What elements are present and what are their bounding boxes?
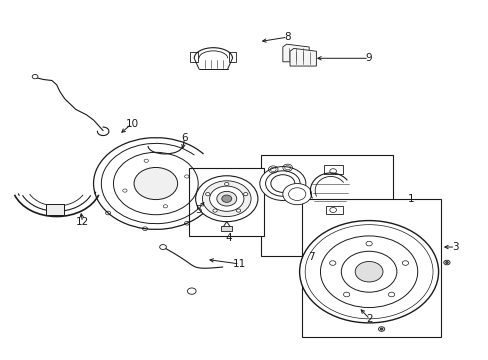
Text: 9: 9	[365, 53, 372, 63]
Circle shape	[187, 288, 196, 294]
Circle shape	[343, 292, 349, 297]
Text: 1: 1	[407, 194, 414, 204]
Circle shape	[282, 184, 311, 205]
Circle shape	[195, 176, 257, 222]
Bar	[323, 165, 342, 174]
Bar	[190, 52, 198, 62]
Text: 7: 7	[307, 252, 314, 262]
Bar	[302, 199, 440, 337]
Polygon shape	[289, 48, 316, 66]
Circle shape	[402, 261, 408, 265]
Bar	[228, 52, 236, 62]
Bar	[221, 225, 231, 231]
Circle shape	[212, 209, 217, 212]
Circle shape	[270, 175, 294, 192]
Bar	[325, 206, 342, 213]
Circle shape	[387, 292, 394, 297]
Circle shape	[160, 244, 166, 249]
Circle shape	[236, 209, 240, 212]
Text: 10: 10	[125, 118, 138, 129]
Text: 6: 6	[181, 133, 187, 143]
Circle shape	[445, 261, 447, 264]
Circle shape	[443, 260, 449, 265]
Polygon shape	[282, 44, 308, 62]
Circle shape	[299, 221, 438, 323]
Circle shape	[202, 181, 250, 217]
Circle shape	[259, 167, 305, 201]
Circle shape	[134, 167, 177, 199]
Text: 5: 5	[194, 205, 201, 215]
Text: 4: 4	[225, 233, 232, 243]
Text: 11: 11	[233, 259, 246, 269]
Text: 8: 8	[284, 32, 290, 42]
Circle shape	[329, 261, 335, 265]
Circle shape	[365, 241, 371, 246]
Circle shape	[222, 195, 231, 202]
Circle shape	[354, 261, 382, 282]
Bar	[189, 168, 263, 237]
Text: 12: 12	[76, 217, 89, 227]
Circle shape	[378, 327, 384, 331]
Bar	[46, 204, 64, 215]
Circle shape	[265, 171, 300, 196]
Bar	[261, 155, 392, 256]
Circle shape	[243, 193, 247, 196]
Circle shape	[380, 328, 382, 330]
Circle shape	[224, 183, 228, 186]
Circle shape	[209, 186, 244, 211]
Circle shape	[32, 75, 38, 79]
Circle shape	[205, 193, 209, 196]
Circle shape	[216, 192, 236, 206]
Text: 3: 3	[451, 242, 458, 252]
Text: 2: 2	[366, 314, 373, 324]
